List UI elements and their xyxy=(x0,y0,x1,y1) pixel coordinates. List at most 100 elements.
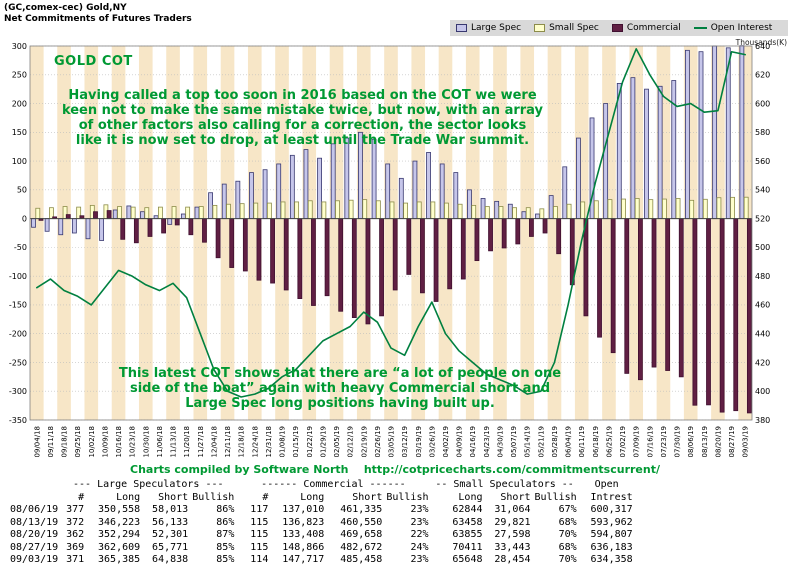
table-row: 08/06/19 377 350,558 58,013 86% 117 137,010 461… xyxy=(8,504,635,517)
bar-small-spec xyxy=(553,206,558,220)
bar-large-spec xyxy=(126,205,132,220)
bar-large-spec xyxy=(603,103,609,220)
small-spec-swatch-icon xyxy=(534,24,546,32)
bar-large-spec xyxy=(657,85,663,220)
bar-commercial xyxy=(733,218,739,412)
x-axis-tick: 05/21/19 xyxy=(537,426,545,457)
x-axis-tick: 12/24/18 xyxy=(251,426,259,457)
table-cell: 600,317 xyxy=(590,504,633,515)
table-cell: 147,717 xyxy=(282,554,325,565)
bar-small-spec xyxy=(389,201,395,220)
table-cell: 29,821 xyxy=(494,516,531,528)
bar-small-spec xyxy=(171,206,177,220)
row-date: 09/03/19 xyxy=(10,554,59,565)
y-axis-tick-left: 50 xyxy=(17,186,27,195)
table-cell: 28,454 xyxy=(494,554,531,565)
bar-commercial xyxy=(678,218,684,378)
x-axis-tick: 12/31/18 xyxy=(265,426,273,457)
bar-large-spec xyxy=(85,218,91,240)
background-stripe xyxy=(84,46,99,420)
bar-commercial xyxy=(120,218,126,240)
bar-small-spec xyxy=(702,198,708,220)
bar-large-spec xyxy=(684,49,690,220)
background-stripe xyxy=(166,46,180,420)
legend-item-small-spec: Small Spec xyxy=(534,23,599,33)
bar-small-spec xyxy=(280,201,286,220)
bar-commercial xyxy=(420,218,425,294)
x-axis-tick: 09/04/18 xyxy=(33,426,41,457)
bar-large-spec xyxy=(31,218,36,228)
bar-small-spec xyxy=(117,206,122,220)
y-axis-tick-left: 200 xyxy=(12,99,27,108)
bar-commercial xyxy=(529,218,534,237)
credits-footer: Charts compiled by Software North http:/… xyxy=(0,463,790,476)
table-cell: 346,223 xyxy=(98,516,141,528)
bar-large-spec xyxy=(44,218,50,232)
y-axis-tick-right: 440 xyxy=(755,329,770,338)
credits-url-link[interactable]: http://cotpricecharts.com/commitmentscur… xyxy=(363,463,660,476)
bar-large-spec xyxy=(439,163,445,220)
background-stripe xyxy=(111,46,126,420)
open-interest-swatch-icon xyxy=(693,27,707,29)
bar-small-spec xyxy=(621,198,626,220)
x-axis-tick: 06/04/19 xyxy=(565,426,573,457)
table-cell: 65,771 xyxy=(152,541,189,553)
table-cell: 634,358 xyxy=(590,554,633,565)
bar-small-spec xyxy=(362,199,368,220)
x-axis-tick: 10/30/18 xyxy=(142,426,150,457)
bar-small-spec xyxy=(253,202,259,220)
bar-small-spec xyxy=(348,199,354,220)
plot-stripes xyxy=(30,46,752,420)
table-row: 08/27/19 369 362,609 65,771 85% 115 148,866 482… xyxy=(8,542,635,555)
bar-commercial xyxy=(242,218,248,272)
bar-large-spec xyxy=(262,169,268,220)
x-axis-tick: 04/30/19 xyxy=(496,426,504,457)
x-axis-tick: 05/28/19 xyxy=(551,426,559,457)
table-cell: 469,658 xyxy=(340,529,383,540)
y-axis-tick-left: -350 xyxy=(9,416,27,425)
bar-small-spec xyxy=(35,207,41,220)
column-header: Bullish xyxy=(386,491,429,503)
bar-large-spec xyxy=(630,77,636,220)
bar-commercial xyxy=(351,218,357,318)
bar-small-spec xyxy=(607,199,613,220)
bar-commercial xyxy=(542,218,548,234)
table-cell: 33,443 xyxy=(494,541,531,553)
table-cell: 460,550 xyxy=(340,516,383,528)
x-axis-tick: 09/25/18 xyxy=(74,426,82,457)
background-stripe xyxy=(275,46,289,420)
bar-commercial xyxy=(297,218,303,299)
column-header: Short xyxy=(352,491,383,503)
bar-commercial xyxy=(638,218,643,381)
y-axis-tick-right: 600 xyxy=(755,99,770,108)
bar-commercial xyxy=(746,218,752,414)
y-axis-tick-left: -50 xyxy=(14,243,27,252)
column-header: Long xyxy=(300,491,325,503)
background-stripe xyxy=(247,46,262,420)
x-axis-tick: 09/03/19 xyxy=(742,426,750,457)
table-cell: 485,458 xyxy=(340,554,383,565)
table-cell: 23% xyxy=(410,504,429,515)
background-stripe xyxy=(302,46,317,420)
y-axis-tick-right: 540 xyxy=(755,186,770,195)
x-axis-tick: 09/11/18 xyxy=(47,426,55,457)
bar-commercial xyxy=(202,218,207,243)
bars-commercial xyxy=(38,210,752,414)
group-header-commercial: ------ Commercial ------ xyxy=(261,479,406,490)
x-axis-tick: 10/16/18 xyxy=(115,426,123,457)
y-axis-tick-right: 400 xyxy=(755,387,770,396)
table-cell: 63855 xyxy=(452,529,483,540)
background-stripe xyxy=(520,46,535,420)
x-axis-tick: 04/16/19 xyxy=(469,426,477,457)
row-date: 08/20/19 xyxy=(10,529,59,540)
table-cell: 68% xyxy=(558,541,577,553)
bar-large-spec xyxy=(412,160,418,220)
table-cell: 636,183 xyxy=(590,541,633,553)
bar-commercial xyxy=(474,218,480,262)
x-axis-tick: 04/02/19 xyxy=(442,426,450,457)
bar-commercial xyxy=(283,218,289,291)
bar-commercial xyxy=(392,218,398,291)
annotation-gold-cot-title: GOLD COT xyxy=(54,54,133,69)
bar-small-spec xyxy=(307,200,313,220)
annotation-top-paragraph: Having called a top too soon in 2016 bas… xyxy=(30,88,575,148)
